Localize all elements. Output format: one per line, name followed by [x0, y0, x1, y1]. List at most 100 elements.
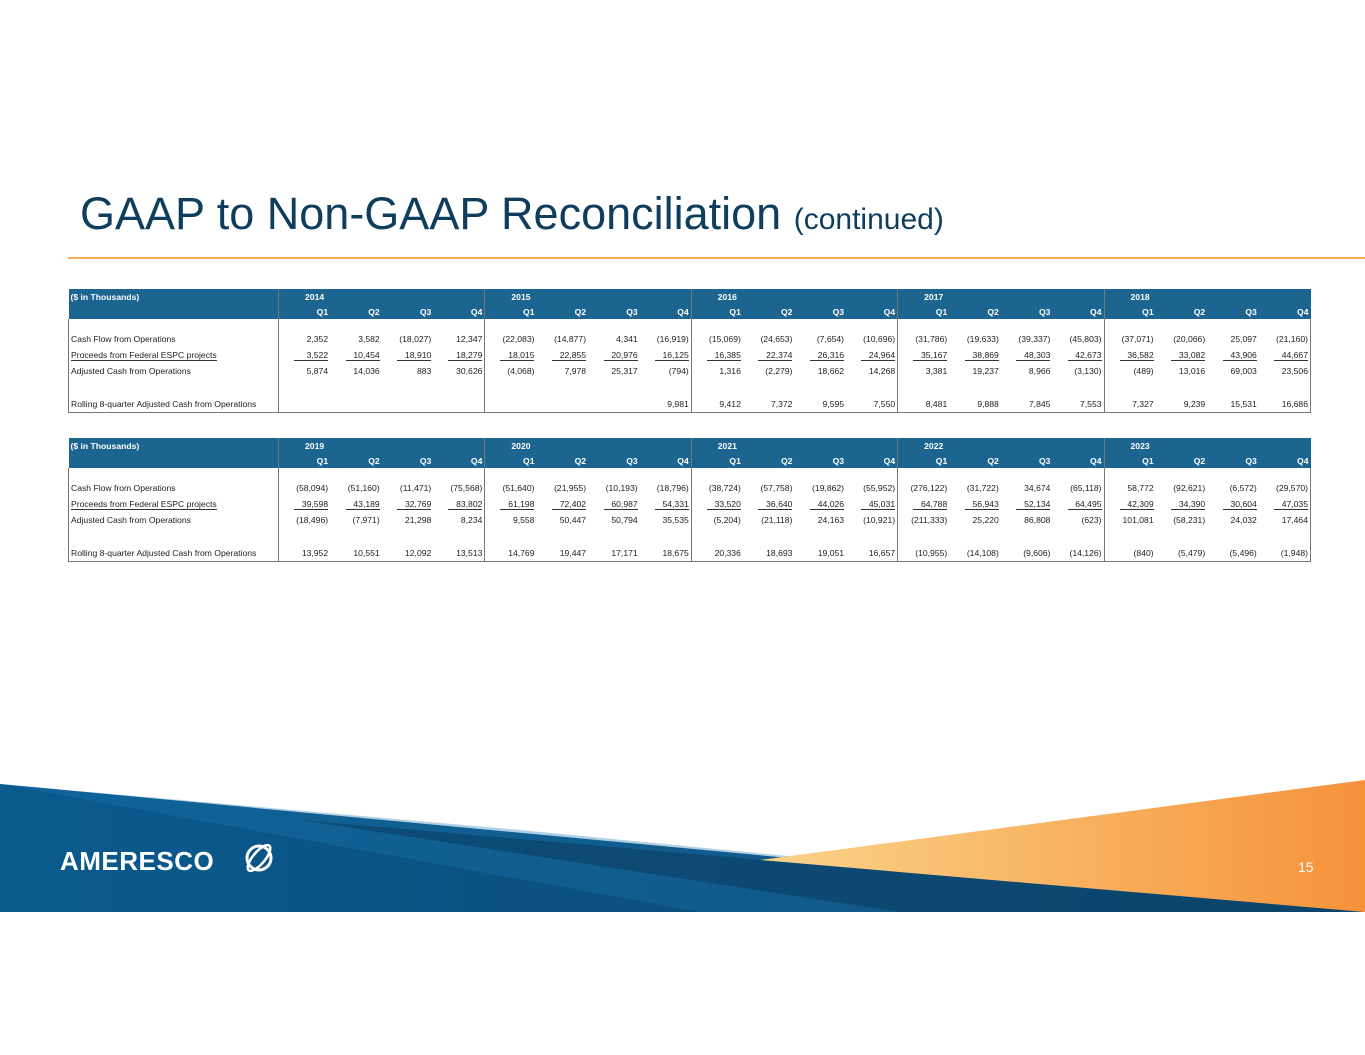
- page-title: GAAP to Non-GAAP Reconciliation (continu…: [80, 188, 944, 240]
- table-cell: 18,015: [484, 347, 537, 363]
- table-cell: [381, 396, 434, 413]
- table-cell: (57,758): [760, 483, 793, 493]
- table-cell: 16,686: [1258, 396, 1311, 413]
- table-cell: 26,316: [794, 347, 846, 363]
- table-cell: (15,069): [690, 331, 743, 347]
- table-cell: 7,327: [1103, 396, 1156, 413]
- table-cell: 32,769: [382, 496, 434, 512]
- table-cell: 30,626: [456, 366, 483, 376]
- table-cell: 7,845: [1000, 396, 1053, 413]
- table-cell: 19,237: [972, 366, 999, 376]
- quarter-header: Q3: [1000, 453, 1053, 468]
- table-cell: [433, 396, 485, 413]
- table-cell: 8,234: [460, 515, 483, 525]
- table-cell: (840): [1103, 545, 1156, 562]
- quarter-header: Q1: [278, 453, 331, 468]
- table-cell: [278, 396, 331, 413]
- table-cell: 50,447: [559, 515, 587, 525]
- table-cell: 33,520: [690, 496, 743, 512]
- table-cell: (51,640): [484, 480, 537, 496]
- quarter-header: Q2: [1155, 453, 1208, 468]
- table-cell: 18,675: [639, 545, 692, 562]
- table-cell: 42,309: [1103, 496, 1156, 512]
- quarter-header: Q2: [949, 304, 1001, 319]
- table-cell: 13,952: [278, 545, 331, 562]
- table-cell: (37,071): [1103, 331, 1156, 347]
- table-cell: 24,032: [1230, 515, 1257, 525]
- quarter-header: Q4: [433, 453, 485, 468]
- row-label: Proceeds from Federal ESPC projects: [67, 496, 279, 512]
- row-label: Cash Flow from Operations: [67, 480, 279, 496]
- year-header: 2021: [690, 438, 743, 453]
- table-cell: 17,171: [588, 545, 640, 562]
- quarter-header: Q2: [330, 304, 382, 319]
- table-cell: (1,948): [1258, 545, 1311, 562]
- table-cell: (10,955): [897, 545, 950, 562]
- quarter-header: Q4: [433, 304, 485, 319]
- table-cell: 7,978: [564, 366, 587, 376]
- year-header: 2014: [278, 289, 331, 304]
- table-cell: 9,888: [949, 396, 1001, 413]
- table-cell: (7,971): [352, 515, 380, 525]
- quarter-header: Q3: [1207, 453, 1259, 468]
- table-cell: (10,696): [863, 334, 896, 344]
- row-label: Cash Flow from Operations: [67, 331, 279, 347]
- table-cell: [536, 396, 589, 413]
- table-cell: 39,598: [278, 496, 331, 512]
- quarter-header: Q3: [381, 453, 434, 468]
- title-rule: [68, 257, 1365, 259]
- table-cell: 4,341: [616, 334, 638, 344]
- table-cell: 19,447: [536, 545, 589, 562]
- year-header: 2023: [1103, 438, 1156, 453]
- table-cell: 30,604: [1207, 496, 1259, 512]
- table-cell: (58,231): [1173, 515, 1206, 525]
- table-cell: (21,955): [554, 483, 587, 493]
- quarter-header: Q3: [794, 304, 847, 319]
- table-cell: (22,083): [484, 331, 537, 347]
- quarter-header: Q1: [897, 453, 950, 468]
- table-cell: 2,352: [278, 331, 331, 347]
- year-header: 2016: [690, 289, 743, 304]
- reconciliation-table-2014-2018: ($ in Thousands) 2014 2015 2016 2017 2018 Q1 Q2…: [67, 289, 1311, 413]
- table-cell: (19,862): [812, 483, 845, 493]
- year-header: 2018: [1103, 289, 1156, 304]
- table-cell: (39,337): [1018, 334, 1051, 344]
- table-cell: 15,531: [1207, 396, 1259, 413]
- table-cell: (16,919): [656, 334, 689, 344]
- table-cell: (623): [1081, 515, 1102, 525]
- quarter-header: Q1: [278, 304, 331, 319]
- quarter-header: Q1: [1103, 304, 1156, 319]
- table-cell: 7,550: [846, 396, 898, 413]
- table-cell: [588, 396, 640, 413]
- quarter-header: Q4: [1258, 453, 1311, 468]
- table-cell: 17,464: [1258, 512, 1311, 528]
- quarter-header: Q3: [1000, 304, 1053, 319]
- table-cell: 18,662: [817, 366, 845, 376]
- page-title-sub: (continued): [793, 203, 944, 236]
- table-cell: 19,051: [794, 545, 847, 562]
- quarter-header: Q1: [1103, 453, 1156, 468]
- table-cell: (10,193): [605, 483, 638, 493]
- quarter-header: Q3: [588, 304, 640, 319]
- quarter-header: Q1: [690, 453, 743, 468]
- table-row: Rolling 8-quarter Adjusted Cash from Ope…: [67, 545, 1311, 562]
- table-row: Adjusted Cash from Operations 5,874 14,036…: [67, 363, 1311, 379]
- year-header: 2019: [278, 438, 331, 453]
- quarter-header: Q4: [639, 453, 692, 468]
- table-cell: (10,921): [863, 515, 896, 525]
- table-cell: 83,802: [433, 496, 485, 512]
- table-cell: 9,558: [484, 512, 537, 528]
- table-cell: 25,317: [611, 366, 638, 376]
- row-label: Adjusted Cash from Operations: [67, 363, 279, 379]
- table-cell: (9,606): [1000, 545, 1053, 562]
- table-cell: 64,788: [897, 496, 950, 512]
- table-cell: 43,906: [1207, 347, 1259, 363]
- quarter-header: Q2: [330, 453, 382, 468]
- table-cell: (75,568): [450, 483, 483, 493]
- quarter-header: Q4: [1052, 304, 1105, 319]
- row-label: Rolling 8-quarter Adjusted Cash from Ope…: [67, 396, 279, 413]
- table-cell: 86,808: [1024, 515, 1051, 525]
- table-cell: 8,966: [1028, 366, 1051, 376]
- table-cell: 23,506: [1258, 363, 1311, 379]
- table-row: Proceeds from Federal ESPC projects 3,522…: [67, 347, 1311, 363]
